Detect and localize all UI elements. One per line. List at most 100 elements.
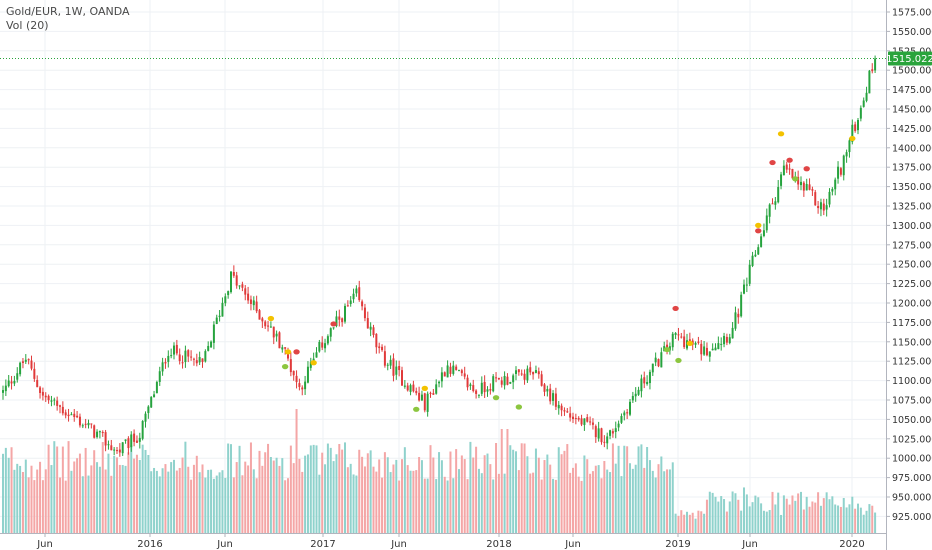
candle-body xyxy=(517,369,520,373)
signal-marker-yellow xyxy=(849,135,856,142)
volume-bar xyxy=(757,497,760,533)
candle-body xyxy=(61,406,64,414)
volume-bar xyxy=(281,458,284,533)
candle-body xyxy=(386,364,389,366)
candle-body xyxy=(275,333,278,337)
volume-bar xyxy=(344,442,346,533)
volume-bar xyxy=(780,514,783,533)
candle-body xyxy=(515,370,517,374)
candle-body xyxy=(41,391,44,396)
candle-body xyxy=(725,336,728,343)
volume-bar xyxy=(626,446,629,533)
volume-bar xyxy=(292,463,295,533)
candle-body xyxy=(859,107,862,119)
volume-bar xyxy=(805,496,808,533)
candle-body xyxy=(543,384,546,392)
volume-bar xyxy=(184,441,187,533)
candle-body xyxy=(272,326,275,338)
volume-bar xyxy=(118,464,121,533)
volume-bar xyxy=(743,487,745,533)
candle-body xyxy=(851,124,854,142)
price-tick-label: 1425.000 xyxy=(892,124,932,135)
candle-body xyxy=(811,189,814,191)
volume-bar xyxy=(227,443,230,533)
volume-bar xyxy=(449,451,452,533)
volume-legend[interactable]: Vol (20) xyxy=(6,19,49,32)
volume-bar xyxy=(392,464,395,533)
volume-bar xyxy=(489,464,492,533)
time-tick-label: Jun xyxy=(216,539,233,550)
volume-bar xyxy=(47,444,50,533)
candle-body xyxy=(814,192,817,206)
candle-body xyxy=(184,350,187,363)
volume-bar xyxy=(312,444,315,533)
candle-body xyxy=(694,342,697,345)
price-tick-label: 1125.000 xyxy=(892,357,932,368)
time-tick-label: 2020 xyxy=(839,539,864,550)
price-tick-label: 1050.000 xyxy=(892,415,932,426)
volume-bar xyxy=(800,491,802,533)
candle-body xyxy=(734,312,737,329)
candle-body xyxy=(195,360,198,364)
candle-body xyxy=(492,376,495,392)
volume-bar xyxy=(512,449,515,533)
volume-bar xyxy=(477,468,480,533)
last-price-value: 1515.022 xyxy=(886,54,932,65)
volume-bar xyxy=(532,472,535,533)
volume-bar xyxy=(472,457,475,533)
price-axis[interactable]: 925.000 950.000 975.000 1000.000 1025.000 105… xyxy=(886,8,932,523)
volume-bar xyxy=(141,444,144,533)
chart-legend: Gold/EUR, 1W, OANDA Vol (20) xyxy=(6,5,130,33)
candle-body xyxy=(403,385,406,387)
candle-body xyxy=(375,333,378,348)
candle-body xyxy=(150,397,153,408)
volume-bar xyxy=(155,470,158,533)
candle-body xyxy=(267,325,270,327)
candle-body xyxy=(87,422,90,426)
signal-markers xyxy=(267,131,856,412)
candle-body xyxy=(597,428,600,439)
volume-bar xyxy=(634,464,637,533)
volume-bar xyxy=(195,455,198,533)
symbol-legend[interactable]: Gold/EUR, 1W, OANDA xyxy=(6,5,130,18)
time-axis[interactable]: Jun 2016 Jun 2017 Jun 2018 Jun 2019 Jun 2020 xyxy=(36,533,865,550)
price-tick-label: 1400.000 xyxy=(892,143,932,154)
volume-bar xyxy=(839,506,842,533)
volume-bar xyxy=(161,468,164,533)
signal-marker-yellow xyxy=(777,131,785,137)
volume-bar xyxy=(406,465,409,533)
volume-bar xyxy=(492,479,495,533)
candle-body xyxy=(834,179,837,190)
volume-bar xyxy=(272,460,275,533)
candle-body xyxy=(366,318,369,329)
candle-body xyxy=(808,184,811,190)
volume-bar xyxy=(762,510,765,533)
volume-bar xyxy=(87,475,90,533)
candle-body xyxy=(469,384,472,387)
candle-body xyxy=(332,327,335,329)
volume-bar xyxy=(546,454,549,533)
candle-body xyxy=(503,375,506,386)
volume-bar xyxy=(244,461,247,533)
volume-bar xyxy=(680,510,683,533)
candle-body xyxy=(30,360,33,369)
candle-body xyxy=(600,428,603,443)
volume-bar xyxy=(41,480,44,533)
candle-body xyxy=(520,373,523,375)
volume-bar xyxy=(640,444,643,533)
volume-bar xyxy=(734,493,737,533)
volume-bar xyxy=(369,450,372,533)
candle-body xyxy=(552,393,555,401)
candle-body xyxy=(466,377,469,388)
candle-body xyxy=(181,362,184,364)
candle-body xyxy=(249,299,252,304)
price-tick-label: 1375.000 xyxy=(892,163,932,174)
volume-bar xyxy=(452,478,455,533)
volume-bar xyxy=(2,453,4,533)
volume-bar xyxy=(355,475,358,533)
volume-bar xyxy=(278,465,281,533)
volume-bar xyxy=(703,513,706,533)
candle-body xyxy=(298,383,301,387)
